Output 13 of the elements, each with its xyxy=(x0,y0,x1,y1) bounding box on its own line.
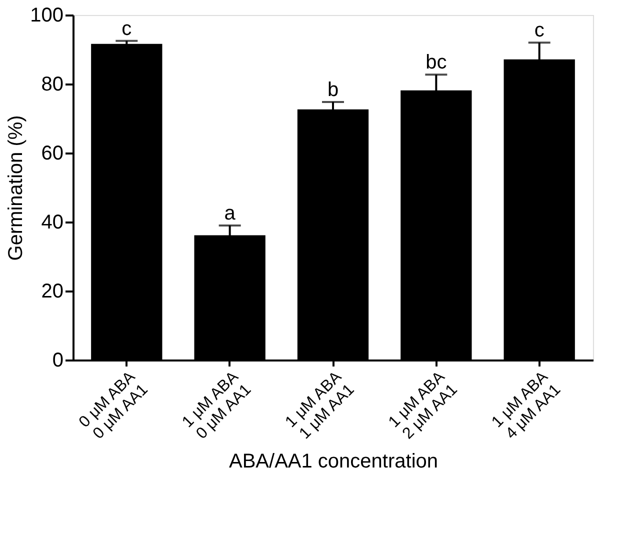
y-tick-label: 100 xyxy=(30,4,64,26)
annotation: c xyxy=(122,18,132,40)
annotation: b xyxy=(327,78,339,101)
y-tick-label: 40 xyxy=(41,212,64,234)
annotation: bc xyxy=(426,52,447,74)
annotation: c xyxy=(534,20,544,42)
annotation: a xyxy=(224,202,236,224)
y-tick-label: 60 xyxy=(41,142,64,164)
x-axis-title: ABA/AA1 concentration xyxy=(228,450,438,473)
y-tick-label: 80 xyxy=(41,74,64,96)
y-tick-label: 20 xyxy=(41,280,64,302)
y-tick-label: 0 xyxy=(52,350,64,372)
y-axis-title: Germination (%) xyxy=(5,115,28,261)
